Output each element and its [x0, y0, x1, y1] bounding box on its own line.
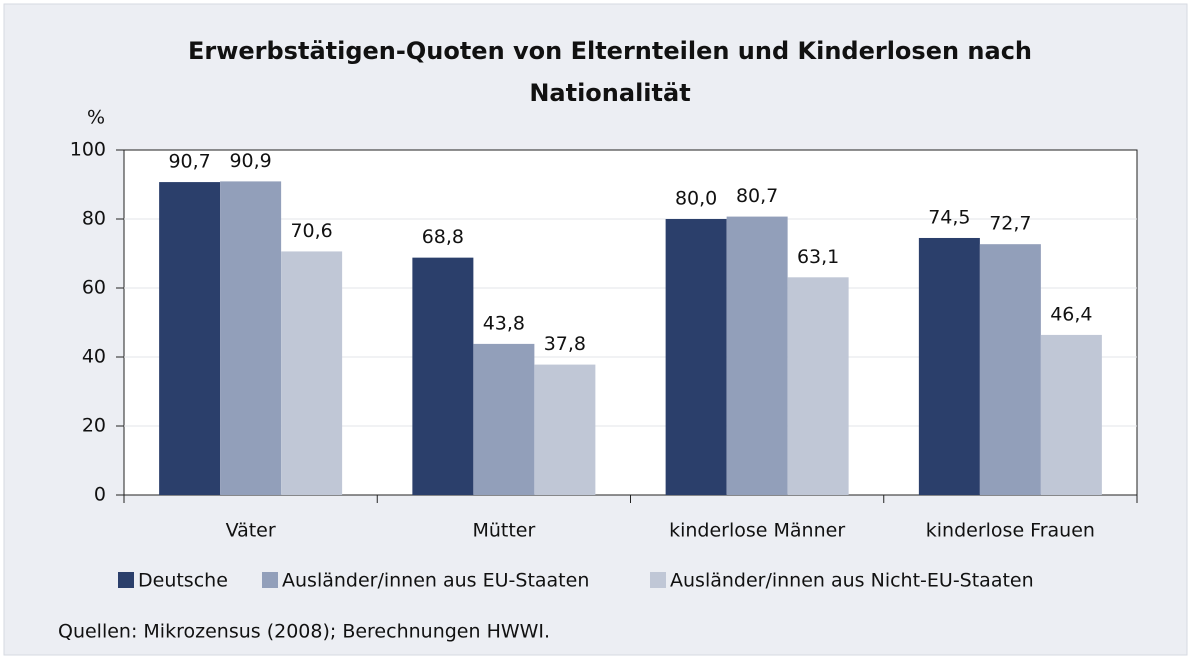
- bar: [412, 257, 474, 495]
- value-label: 74,5: [928, 206, 970, 228]
- y-tick-label: 40: [82, 346, 106, 368]
- value-label: 90,9: [229, 150, 271, 172]
- chart-title: Erwerbstätigen-Quoten von Elternteilen u…: [188, 37, 1032, 65]
- legend-swatch: [118, 572, 134, 588]
- legend-swatch: [262, 572, 278, 588]
- value-label: 37,8: [544, 333, 586, 355]
- x-tick-label: kinderlose Männer: [669, 520, 845, 542]
- bar: [726, 216, 788, 495]
- bar: [979, 244, 1041, 495]
- source: Quellen: Mikrozensus (2008); Berechnunge…: [58, 621, 550, 643]
- value-label: 68,8: [422, 226, 464, 248]
- y-tick-label: 20: [82, 415, 106, 437]
- legend-label: Ausländer/innen aus Nicht-EU-Staaten: [670, 570, 1034, 592]
- value-label: 63,1: [797, 246, 839, 268]
- bar: [1040, 334, 1102, 495]
- x-tick-label: Väter: [226, 520, 276, 542]
- bar: [534, 364, 596, 495]
- y-axis-label: %: [87, 107, 105, 129]
- bar: [787, 277, 849, 495]
- x-tick-label: Mütter: [472, 520, 535, 542]
- chart-title: Nationalität: [529, 79, 690, 107]
- legend-swatch: [650, 572, 666, 588]
- bar: [159, 182, 221, 495]
- y-tick-label: 80: [82, 208, 106, 230]
- y-tick-label: 100: [70, 139, 106, 161]
- bar: [220, 181, 282, 495]
- y-tick-label: 60: [82, 277, 106, 299]
- value-label: 46,4: [1050, 303, 1092, 325]
- value-label: 80,0: [675, 188, 717, 210]
- bar: [473, 343, 535, 495]
- value-label: 70,6: [290, 220, 332, 242]
- bar: [665, 219, 727, 495]
- y-tick-label: 0: [94, 484, 106, 506]
- value-label: 90,7: [168, 151, 210, 173]
- legend-label: Deutsche: [138, 570, 228, 592]
- x-tick-label: kinderlose Frauen: [926, 520, 1095, 542]
- legend-label: Ausländer/innen aus EU-Staaten: [282, 570, 589, 592]
- value-label: 80,7: [736, 185, 778, 207]
- value-label: 72,7: [989, 213, 1031, 235]
- bar: [281, 251, 343, 495]
- value-label: 43,8: [483, 312, 525, 334]
- bar: [918, 237, 980, 495]
